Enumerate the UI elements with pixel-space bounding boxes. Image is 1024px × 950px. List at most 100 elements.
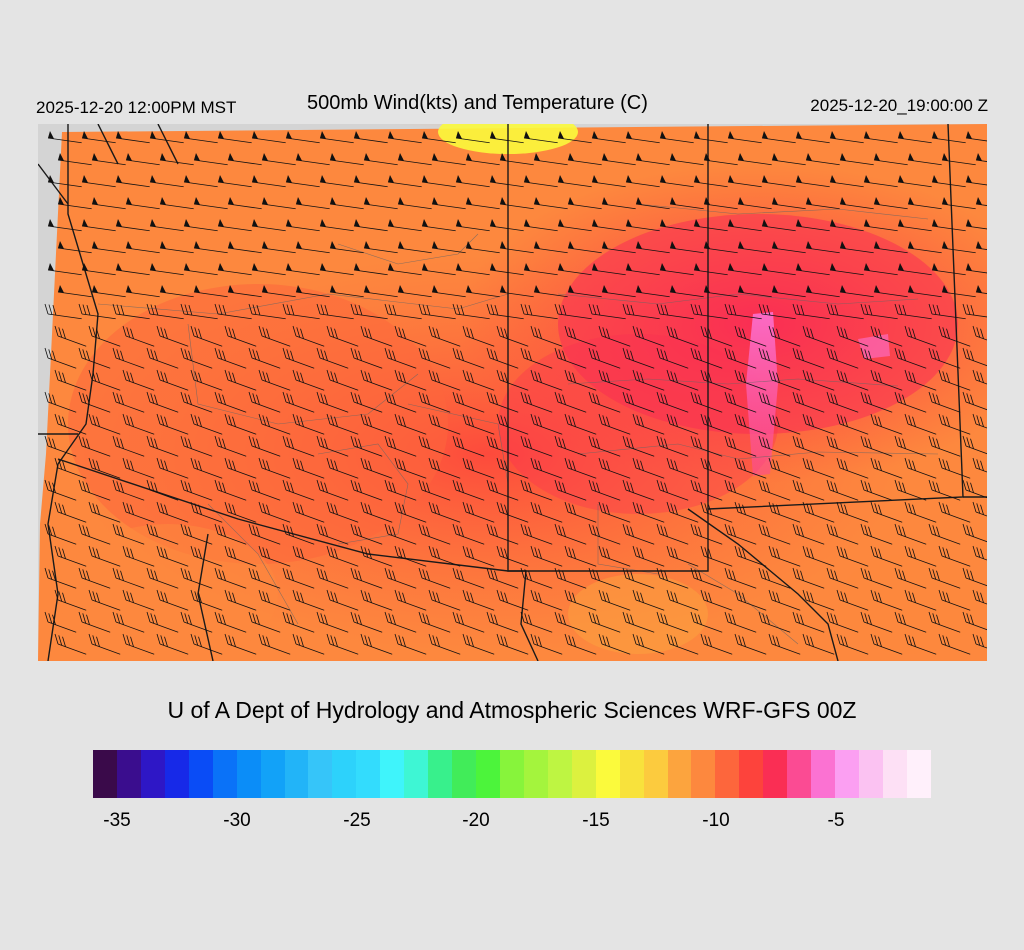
wind-barb (214, 567, 247, 589)
wind-barb (258, 501, 291, 523)
wind-barb (557, 131, 592, 144)
wind-barb (567, 241, 602, 254)
wind-barb (465, 153, 500, 166)
wind-barb (795, 263, 830, 276)
wind-barb (965, 263, 987, 274)
wind-barb (829, 131, 864, 144)
wind-barb (190, 325, 223, 347)
wind-barb (870, 501, 903, 523)
wind-barb (227, 197, 262, 210)
wind-barb (146, 435, 179, 457)
wind-barb (870, 633, 903, 655)
colorbar-swatch (787, 750, 812, 798)
wind-barb (78, 523, 111, 545)
wind-barb (282, 391, 315, 413)
wind-barb (700, 589, 733, 611)
wind-barb (836, 325, 869, 347)
colorbar-swatch (835, 750, 859, 798)
wind-barb (659, 263, 694, 276)
wind-barb (690, 391, 723, 413)
wind-barb (724, 391, 757, 413)
wind-barb (941, 241, 976, 254)
wind-barb (394, 501, 427, 523)
wind-barb (530, 325, 563, 347)
wind-barb (567, 285, 602, 298)
wind-barb (193, 241, 228, 254)
wind-barb (928, 523, 961, 545)
wind-barb (690, 435, 723, 457)
wind-barb (360, 589, 393, 611)
wind-barb (54, 413, 87, 435)
wind-barb (792, 391, 825, 413)
wind-barb (452, 479, 485, 501)
map-title: 500mb Wind(kts) and Temperature (C) (307, 92, 648, 114)
wind-barb (88, 545, 121, 567)
wind-barb (530, 413, 563, 435)
colorbar-swatch (332, 750, 357, 798)
wind-barb (462, 633, 495, 655)
wind-barb (251, 263, 286, 276)
colorbar-swatch (404, 750, 429, 798)
wind-barb (431, 197, 466, 210)
wind-barb (758, 479, 791, 501)
wind-barb (156, 369, 189, 391)
wind-barb (632, 413, 665, 435)
wind-barb (499, 153, 534, 166)
colorbar-swatch (116, 750, 141, 798)
wind-barb (180, 611, 213, 633)
wind-barb (894, 523, 927, 545)
wind-barb (112, 479, 145, 501)
wind-barb (499, 285, 534, 298)
wind-barb (938, 501, 971, 523)
wind-barb (122, 633, 155, 655)
wind-barb (625, 175, 660, 188)
wind-barb (394, 589, 427, 611)
wind-barb (530, 369, 563, 391)
wind-barb (227, 241, 262, 254)
wind-barb (418, 303, 456, 320)
wind-barb (292, 457, 325, 479)
wind-barb (261, 197, 296, 210)
wind-barb (863, 263, 898, 276)
wind-barb (554, 479, 587, 501)
wind-barb (758, 391, 791, 413)
wind-barb (190, 369, 223, 391)
wind-barb (734, 589, 767, 611)
wind-barb (700, 325, 733, 347)
wind-barb (972, 325, 987, 341)
wind-barb (159, 153, 194, 166)
wind-barb (771, 153, 806, 166)
wind-barb (972, 369, 987, 385)
wind-barb (421, 263, 456, 276)
wind-barb (564, 545, 597, 567)
wind-barb (703, 197, 738, 210)
wind-barb (829, 263, 864, 276)
wind-barb (112, 523, 145, 545)
wind-barb (224, 633, 257, 655)
wind-barb (149, 175, 184, 188)
wind-barb (734, 457, 767, 479)
wind-barb (57, 285, 92, 298)
wind-barb (693, 131, 728, 144)
wind-barb (397, 241, 432, 254)
wind-barb (700, 457, 733, 479)
colorbar-swatch (595, 750, 620, 798)
wind-barb (897, 175, 932, 188)
wind-barb (768, 589, 801, 611)
wind-barb (421, 219, 456, 232)
wind-barb (826, 303, 864, 320)
wind-barb (81, 175, 116, 188)
wind-barb (214, 523, 247, 545)
wind-barb (282, 347, 315, 369)
wind-barb (44, 611, 77, 633)
wind-barb (962, 303, 987, 318)
wind-barb (734, 369, 767, 391)
wind-barb (54, 589, 87, 611)
wind-barb (724, 435, 757, 457)
wind-barb (836, 633, 869, 655)
wind-barb (394, 325, 427, 347)
wind-barb (870, 457, 903, 479)
wind-barb (904, 413, 937, 435)
wind-barb (217, 131, 252, 144)
wind-barb (88, 589, 121, 611)
